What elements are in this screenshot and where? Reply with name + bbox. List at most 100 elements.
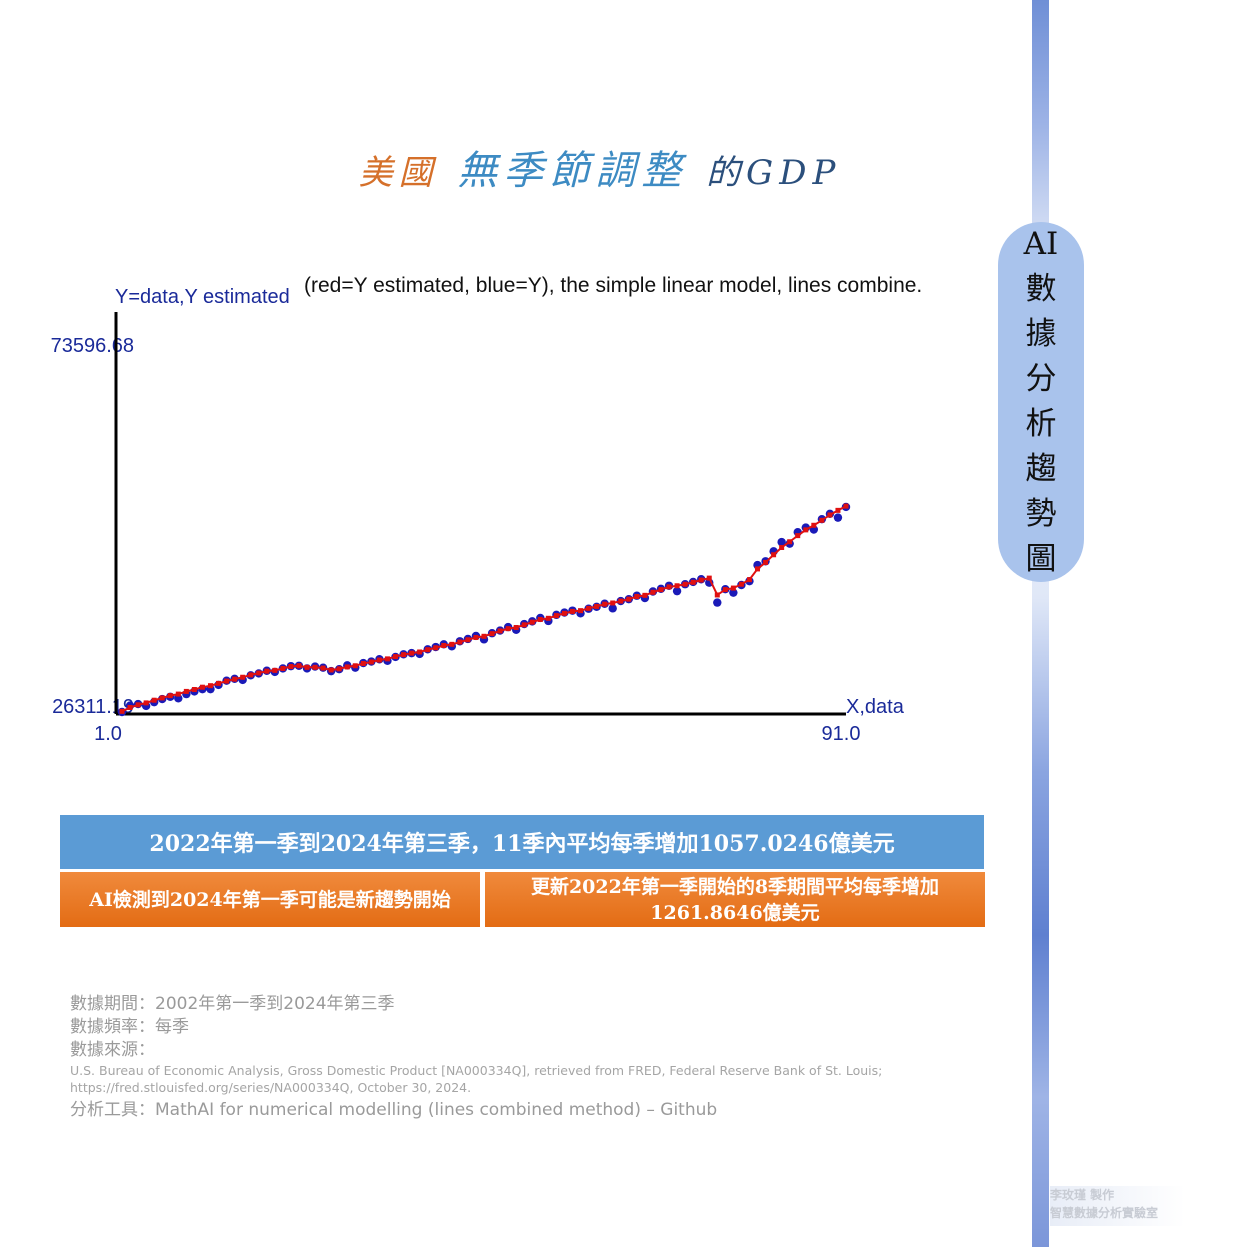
estimated-point <box>449 641 455 647</box>
estimated-point <box>433 645 439 651</box>
estimated-point <box>746 577 752 583</box>
estimated-point <box>409 650 415 656</box>
estimated-point <box>738 581 744 587</box>
estimated-point <box>256 670 262 676</box>
data-point <box>777 537 786 547</box>
estimated-point <box>722 587 728 593</box>
data-point <box>672 586 682 596</box>
estimated-point <box>216 680 222 686</box>
estimated-point <box>288 664 294 670</box>
estimated-point <box>417 649 423 655</box>
estimated-point <box>457 639 463 645</box>
estimated-point <box>650 589 656 595</box>
estimated-point <box>819 517 825 523</box>
estimated-line <box>121 505 847 713</box>
y-min-tick-label: 26311.19 <box>52 696 134 718</box>
estimated-point <box>730 585 736 591</box>
estimated-point <box>626 596 632 602</box>
data-source-label: 數據來源： <box>70 1040 155 1060</box>
data-period: 數據期間：2002年第一季到2024年第三季 <box>70 994 395 1014</box>
estimated-point <box>706 575 712 581</box>
estimated-point <box>674 583 680 589</box>
estimated-point <box>714 592 720 598</box>
y-max-tick-label: 73596.68 <box>51 335 134 357</box>
x-axis-label: X,data <box>846 696 905 718</box>
estimated-point <box>151 697 157 703</box>
title-part-3: 的GDP <box>706 153 842 193</box>
estimated-point <box>537 616 543 622</box>
estimated-point <box>167 693 173 699</box>
data-frequency: 數據頻率：每季 <box>70 1017 189 1037</box>
estimated-point <box>296 663 302 669</box>
x-min-tick-label: 1.0 <box>94 723 122 745</box>
estimated-point <box>143 700 149 706</box>
trend-box-right-line1: 更新2022年第一季開始的8季期間平均每季增加 <box>530 875 940 898</box>
estimated-point <box>803 527 809 533</box>
estimated-point <box>328 667 334 673</box>
estimated-point <box>634 593 640 599</box>
estimated-point <box>835 507 841 513</box>
y-label-mask <box>0 330 50 470</box>
estimated-point <box>529 619 535 625</box>
gdp-chart: (red=Y estimated, blue=Y), the simple li… <box>0 274 922 745</box>
estimated-point <box>384 656 390 662</box>
estimated-point <box>368 659 374 665</box>
estimated-point <box>489 631 495 637</box>
estimated-point <box>481 633 487 639</box>
estimated-point <box>127 704 133 710</box>
data-point <box>713 598 722 607</box>
estimated-point <box>465 637 471 643</box>
estimated-point <box>199 684 205 690</box>
estimated-point <box>811 522 817 528</box>
x-max-tick-label: 91.0 <box>822 723 861 745</box>
estimated-point <box>240 674 246 680</box>
estimated-point <box>755 566 761 572</box>
side-badge-char: 據 <box>1025 316 1057 352</box>
credit-line-1: 李玫瑾 製作 <box>1050 1188 1115 1202</box>
data-point <box>833 513 843 522</box>
side-badge-char: 趨 <box>1025 451 1057 487</box>
estimated-point <box>159 695 165 701</box>
estimated-point <box>175 691 181 697</box>
plot-area <box>117 502 851 717</box>
estimated-point <box>843 503 849 509</box>
side-badge-char: 析 <box>1025 406 1057 442</box>
estimated-point <box>666 584 672 590</box>
estimated-point <box>569 608 575 614</box>
estimated-point <box>642 592 648 598</box>
estimated-point <box>135 702 141 708</box>
estimated-point <box>658 587 664 593</box>
metadata-block: 數據期間：2002年第一季到2024年第三季 數據頻率：每季 數據來源： U.S… <box>70 993 960 1122</box>
estimated-point <box>594 603 600 609</box>
estimated-point <box>698 577 704 583</box>
estimated-point <box>441 642 447 648</box>
estimated-point <box>827 512 833 518</box>
estimated-point <box>771 552 777 558</box>
estimated-point <box>618 598 624 604</box>
estimated-point <box>586 605 592 611</box>
estimated-point <box>787 539 793 545</box>
estimated-point <box>207 683 213 689</box>
estimated-point <box>513 624 519 630</box>
credit-watermark: 李玫瑾 製作 智慧數據分析實驗室 <box>1050 1186 1185 1226</box>
estimated-point <box>280 665 286 671</box>
estimated-point <box>232 676 238 682</box>
side-badge-char: 數 <box>1025 271 1057 307</box>
side-badge-char: AI <box>1023 226 1059 262</box>
estimated-point <box>690 579 696 585</box>
estimated-point <box>505 626 511 632</box>
estimated-point <box>763 559 769 565</box>
side-badge-char: 分 <box>1025 361 1057 397</box>
estimated-point <box>497 628 503 634</box>
page-title: 美國 無季節調整 的GDP <box>0 138 1200 196</box>
analysis-tool: 分析工具：MathAI for numerical modelling (lin… <box>70 1100 718 1120</box>
estimated-point <box>473 634 479 640</box>
estimated-point <box>248 672 254 678</box>
data-source-text: U.S. Bureau of Economic Analysis, Gross … <box>70 1063 883 1095</box>
side-badge-char: 圖 <box>1025 541 1057 577</box>
estimated-point <box>312 664 318 670</box>
estimated-point <box>304 664 310 670</box>
estimated-point <box>401 652 407 658</box>
estimated-point <box>352 663 358 669</box>
summary-box-blue: 2022年第一季到2024年第三季，11季內平均每季增加1057.0246億美元 <box>60 815 984 869</box>
